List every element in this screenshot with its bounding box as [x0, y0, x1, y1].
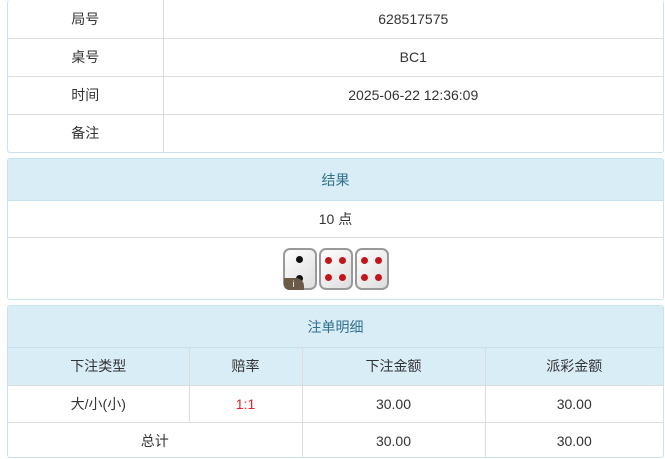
remark-value — [162, 113, 663, 152]
table-header: 下注类型 赔率 下注金额 派彩金额 — [8, 348, 663, 386]
result-panel: 结果 10 点 i — [7, 158, 664, 300]
result-points: 10 点 — [8, 201, 663, 238]
die-2: i — [282, 248, 317, 290]
label: 备注 — [8, 113, 164, 152]
label: 时间 — [8, 75, 164, 115]
table-number: BC1 — [162, 37, 663, 77]
total-amount: 30.00 — [301, 421, 486, 457]
header-bet-type: 下注类型 — [8, 348, 190, 386]
dice-row: i — [8, 238, 663, 299]
pip — [325, 273, 333, 281]
result-title: 结果 — [8, 159, 663, 201]
header-bet-amount: 下注金额 — [301, 348, 486, 386]
pip — [361, 273, 369, 281]
bet-details-panel: 注单明细 下注类型 赔率 下注金额 派彩金额 大/小(小) 1:1 30.00 … — [7, 305, 664, 458]
row-round: 局号 628517575 — [8, 0, 663, 39]
label: 桌号 — [8, 37, 164, 77]
pip — [296, 256, 303, 263]
die-4 — [318, 248, 353, 290]
header-payout: 派彩金额 — [484, 348, 663, 386]
pip — [338, 273, 346, 281]
row-time: 时间 2025-06-22 12:36:09 — [8, 75, 663, 115]
info-badge-icon[interactable]: i — [283, 278, 304, 290]
pip — [361, 257, 369, 265]
die-4 — [354, 248, 389, 290]
payout: 30.00 — [484, 384, 663, 423]
time-value: 2025-06-22 12:36:09 — [162, 75, 663, 115]
bet-amount: 30.00 — [301, 384, 486, 423]
row-table: 桌号 BC1 — [8, 37, 663, 77]
round-number: 628517575 — [162, 0, 663, 39]
total-label: 总计 — [8, 421, 303, 457]
pip — [374, 273, 382, 281]
odds: 1:1 — [188, 384, 303, 423]
bet-type: 大/小(小) — [8, 384, 190, 423]
total-payout: 30.00 — [484, 421, 663, 457]
bet-details-title: 注单明细 — [8, 306, 663, 348]
pip — [338, 257, 346, 265]
table-row: 大/小(小) 1:1 30.00 30.00 — [8, 384, 663, 423]
row-remark: 备注 — [8, 113, 663, 152]
pip — [374, 257, 382, 265]
total-row: 总计 30.00 30.00 — [8, 421, 663, 457]
header-odds: 赔率 — [188, 348, 303, 386]
pip — [325, 257, 333, 265]
info-table: 局号 628517575 桌号 BC1 时间 2025-06-22 12:36:09 … — [7, 0, 664, 153]
label: 局号 — [8, 0, 164, 39]
